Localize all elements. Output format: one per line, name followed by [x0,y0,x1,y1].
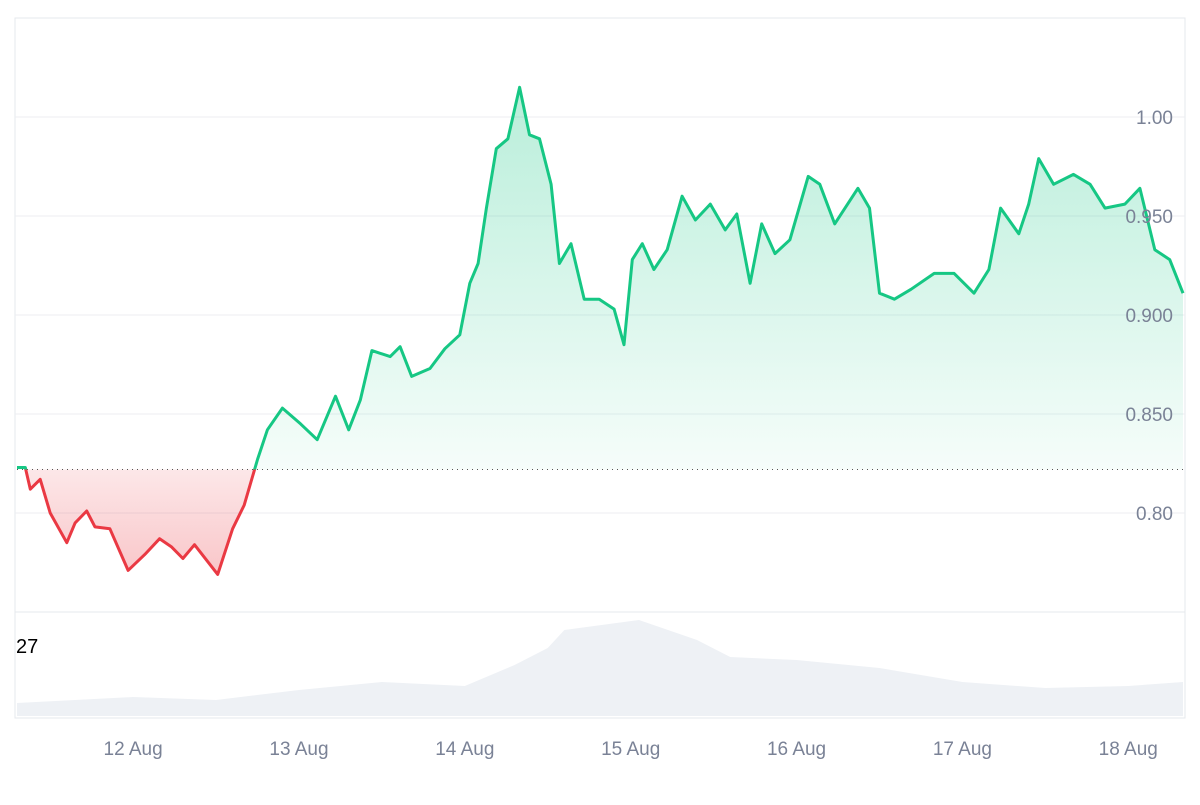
y-tick-label: 0.80 [1136,504,1173,525]
x-tick-label: 15 Aug [601,739,660,760]
volume-label: 27 [16,636,38,658]
price-line [17,85,1185,576]
y-tick-label: 0.950 [1125,207,1173,228]
volume-area [17,620,1183,716]
x-tick-label: 17 Aug [933,739,992,760]
x-tick-label: 14 Aug [435,739,494,760]
y-tick-label: 1.00 [1136,108,1173,129]
x-tick-label: 12 Aug [104,739,163,760]
x-tick-label: 13 Aug [269,739,328,760]
area [17,87,1183,575]
x-tick-label: 16 Aug [767,739,826,760]
x-tick-label: 18 Aug [1099,739,1158,760]
y-tick-label: 0.900 [1125,306,1173,327]
y-tick-label: 0.850 [1125,405,1173,426]
frame [14,17,1186,719]
